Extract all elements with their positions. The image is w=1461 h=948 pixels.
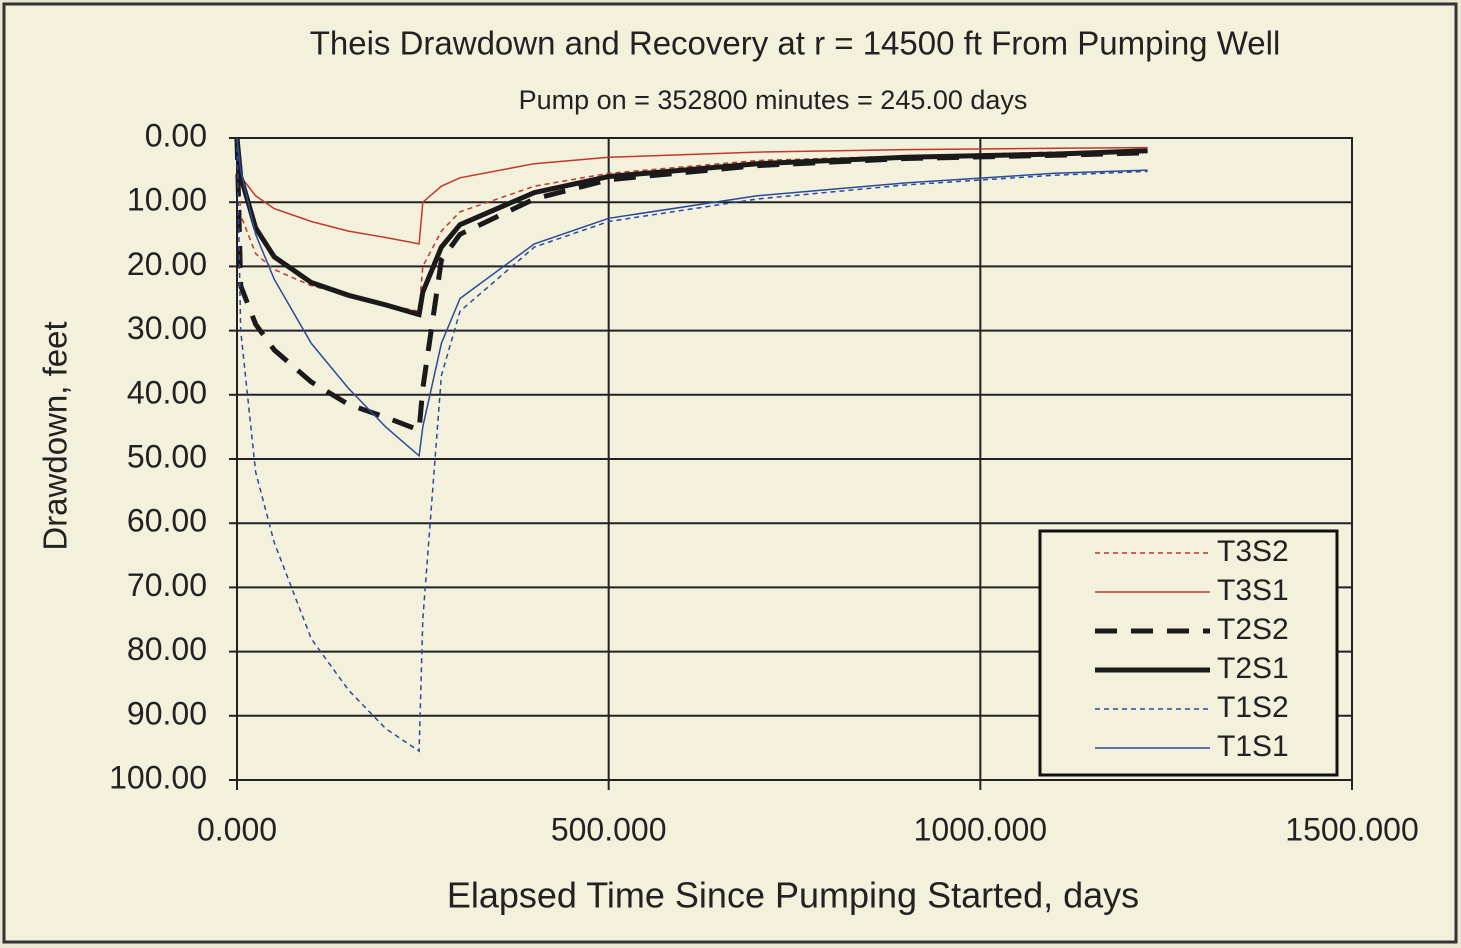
chart-title: Theis Drawdown and Recovery at r = 14500… xyxy=(310,25,1281,62)
series-line xyxy=(236,137,1148,753)
legend-label: T2S2 xyxy=(1217,613,1289,646)
y-tick-label: 0.00 xyxy=(145,117,207,153)
y-tick-label: 20.00 xyxy=(127,246,207,282)
legend-box xyxy=(1038,529,1339,777)
y-tick-label: 60.00 xyxy=(127,503,207,539)
y-tick-label: 90.00 xyxy=(127,695,207,731)
y-tick-label: 10.00 xyxy=(127,182,207,218)
x-tick-label: 1500.000 xyxy=(1285,811,1418,847)
y-axis-label: Drawdown, feet xyxy=(37,321,74,550)
legend-label: T1S2 xyxy=(1217,691,1289,724)
legend-label: T1S1 xyxy=(1217,730,1289,763)
series-line xyxy=(236,137,1148,313)
y-tick-label: 30.00 xyxy=(127,310,207,346)
y-tick-label: 40.00 xyxy=(127,374,207,410)
series-line xyxy=(234,137,1148,318)
legend-label: T3S1 xyxy=(1217,574,1289,607)
y-tick-label: 50.00 xyxy=(127,438,207,474)
series-line xyxy=(236,137,1148,245)
y-tick-label: 100.00 xyxy=(109,759,207,795)
legend-label: T3S2 xyxy=(1217,535,1289,568)
legend-label: T2S1 xyxy=(1217,652,1289,685)
x-tick-label: 1000.000 xyxy=(914,811,1047,847)
x-tick-label: 500.000 xyxy=(551,811,667,847)
x-axis-label: Elapsed Time Since Pumping Started, days xyxy=(447,875,1139,916)
y-tick-label: 80.00 xyxy=(127,631,207,667)
series-line xyxy=(236,137,1148,458)
chart-subtitle: Pump on = 352800 minutes = 245.00 days xyxy=(519,85,1028,115)
y-tick-label: 70.00 xyxy=(127,567,207,603)
x-tick-label: 0.000 xyxy=(197,811,277,847)
